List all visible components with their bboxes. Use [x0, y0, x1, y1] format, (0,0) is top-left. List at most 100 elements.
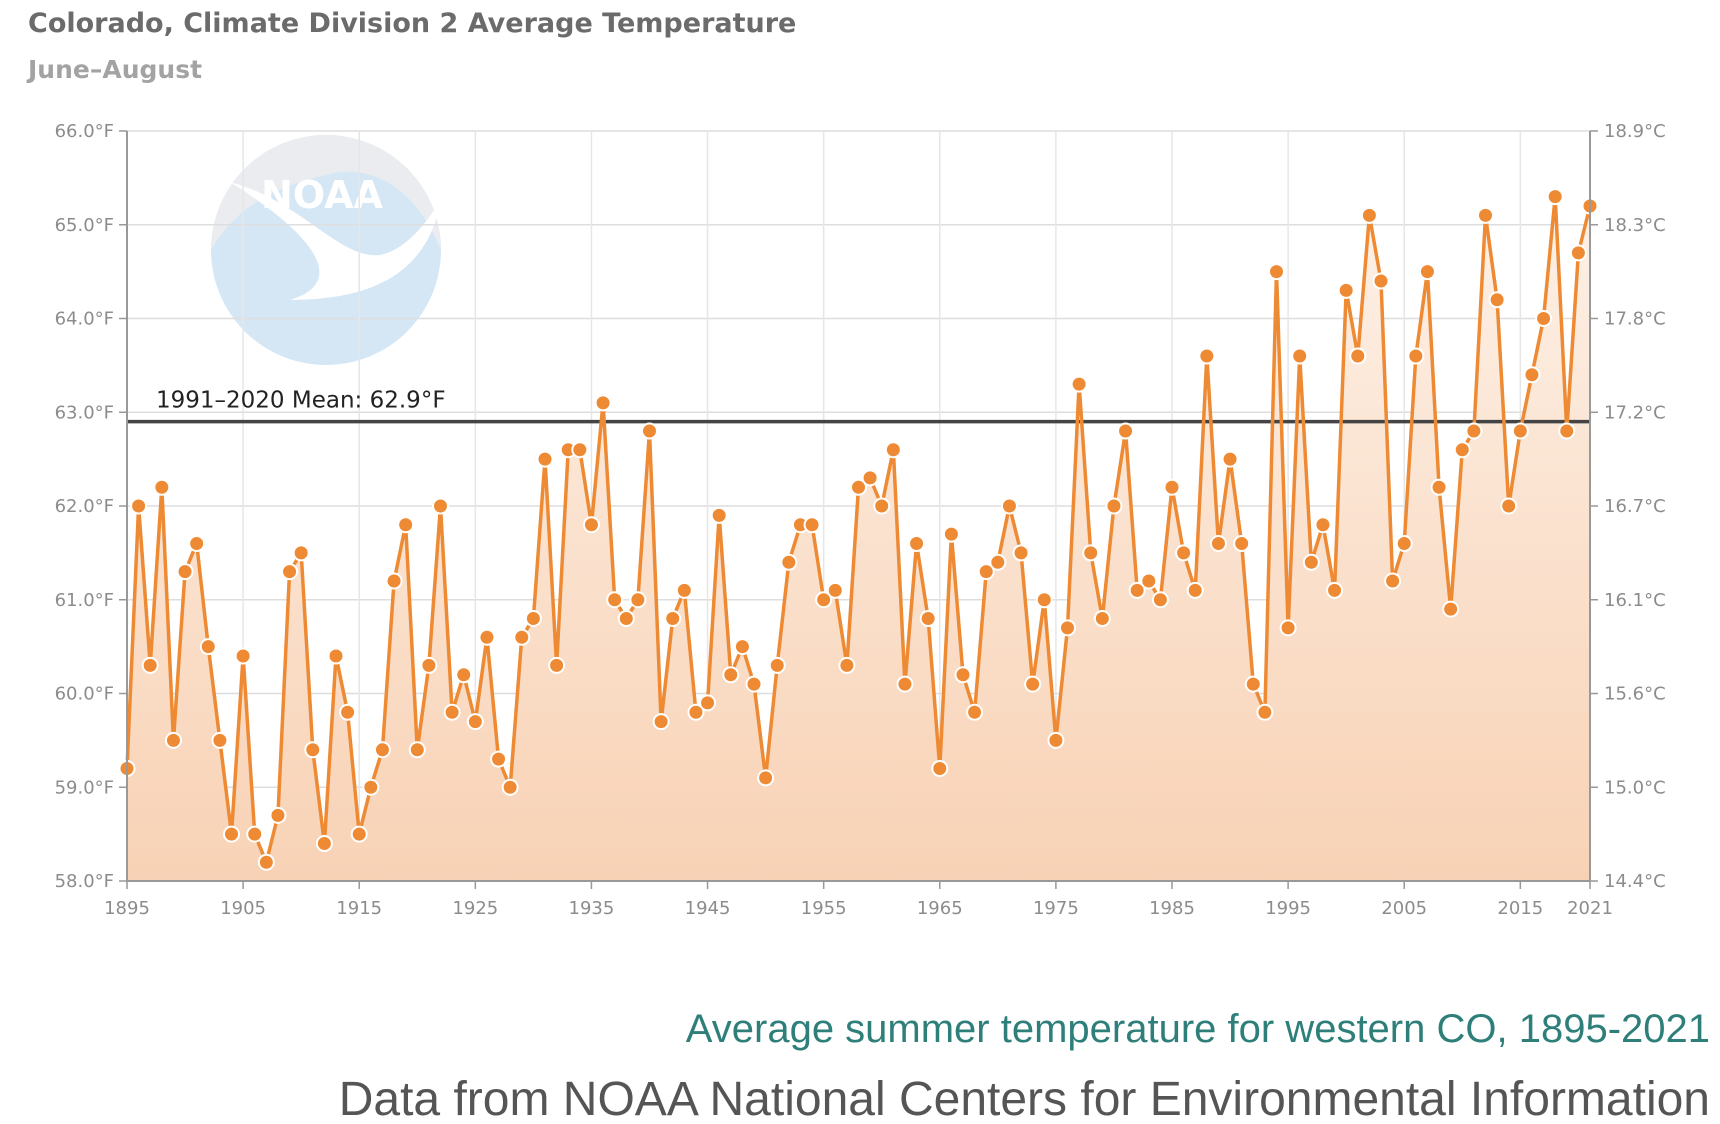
- data-point: [373, 741, 391, 759]
- data-point: [861, 469, 879, 487]
- x-tick-label: 1935: [569, 898, 615, 919]
- data-point: [1558, 422, 1576, 440]
- data-point: [850, 478, 867, 496]
- data-point: [1140, 572, 1158, 590]
- data-point: [524, 610, 542, 627]
- data-point: [350, 825, 368, 843]
- data-point: [1360, 206, 1378, 224]
- data-point: [1128, 581, 1146, 599]
- y-tick-label-left: 65.0°F: [55, 215, 114, 236]
- axes: 58.0°F 14.4°C 59.0°F 15.0°C 60.0°F 15.6°C 61.0…: [55, 121, 1666, 919]
- data-point: [641, 422, 658, 440]
- data-point: [942, 525, 960, 543]
- data-point: [1105, 497, 1123, 515]
- data-point: [1163, 478, 1181, 496]
- data-point: [1372, 272, 1390, 290]
- data-point: [1337, 281, 1355, 299]
- data-point: [141, 656, 159, 674]
- data-point: [722, 666, 740, 684]
- data-point: [420, 656, 438, 674]
- y-tick-label-right: 17.8°C: [1604, 309, 1666, 330]
- data-point: [281, 563, 299, 581]
- data-point: [815, 591, 833, 609]
- y-tick-label-right: 16.7°C: [1604, 496, 1666, 517]
- data-point: [664, 610, 682, 627]
- data-point: [617, 610, 635, 627]
- data-point: [1453, 441, 1471, 459]
- x-tick-label: 1965: [917, 898, 963, 919]
- data-point: [257, 853, 275, 871]
- x-tick-label: 1925: [452, 898, 498, 919]
- data-point: [768, 656, 786, 674]
- data-point: [513, 628, 531, 646]
- data-point: [745, 675, 763, 693]
- noaa-logo: NOAA: [211, 135, 441, 365]
- data-point: [780, 553, 798, 571]
- data-point: [548, 656, 566, 674]
- data-point: [1477, 206, 1494, 224]
- data-point: [757, 769, 775, 787]
- data-point: [1035, 591, 1053, 609]
- data-point: [989, 553, 1007, 571]
- data-point: [362, 778, 380, 796]
- data-point: [1233, 535, 1251, 552]
- data-point: [234, 647, 252, 665]
- data-point: [931, 760, 949, 777]
- data-point: [838, 656, 856, 674]
- x-tick-label: 1905: [220, 898, 266, 919]
- data-point: [1500, 497, 1518, 515]
- data-point: [919, 610, 937, 627]
- data-point: [1465, 422, 1483, 440]
- data-point: [199, 638, 217, 656]
- data-point: [629, 591, 647, 609]
- data-point: [1244, 675, 1262, 693]
- data-point: [1523, 366, 1541, 384]
- data-point: [1546, 188, 1564, 206]
- x-tick-label: 2021: [1567, 898, 1613, 919]
- data-point: [246, 825, 264, 843]
- data-point: [1511, 422, 1529, 440]
- y-tick-label-left: 64.0°F: [55, 309, 114, 330]
- data-point: [977, 563, 995, 581]
- y-tick-label-left: 66.0°F: [55, 121, 114, 142]
- data-point: [1082, 544, 1100, 562]
- data-point: [501, 778, 519, 796]
- data-point: [1256, 703, 1274, 721]
- data-point: [873, 497, 891, 515]
- y-tick-label-left: 60.0°F: [55, 684, 114, 705]
- data-point: [188, 535, 206, 552]
- data-point: [1349, 347, 1367, 365]
- data-point: [1093, 610, 1111, 627]
- data-point: [1186, 581, 1204, 599]
- data-point: [223, 825, 240, 843]
- data-point: [954, 666, 972, 684]
- x-tick-label: 1995: [1265, 898, 1311, 919]
- x-tick-label: 2015: [1497, 898, 1543, 919]
- data-point: [269, 806, 287, 824]
- data-point: [1117, 422, 1135, 440]
- data-point: [478, 628, 496, 646]
- data-point: [130, 497, 148, 515]
- noaa-logo-text: NOAA: [261, 173, 383, 217]
- data-point: [1326, 581, 1344, 599]
- data-point: [1047, 731, 1065, 749]
- data-point: [1302, 553, 1320, 571]
- y-tick-label-right: 14.4°C: [1604, 871, 1666, 892]
- data-point: [908, 535, 926, 552]
- data-point: [1198, 347, 1216, 365]
- y-tick-label-left: 58.0°F: [55, 871, 114, 892]
- data-point: [1012, 544, 1030, 562]
- data-point: [1268, 263, 1285, 281]
- data-point: [455, 666, 473, 684]
- data-point: [733, 638, 751, 656]
- data-point: [1175, 544, 1193, 562]
- y-tick-label-left: 63.0°F: [55, 402, 114, 423]
- y-tick-label-right: 15.0°C: [1604, 777, 1666, 798]
- series-points: [118, 188, 1599, 871]
- y-tick-label-right: 18.9°C: [1604, 121, 1666, 142]
- x-tick-label: 1945: [685, 898, 731, 919]
- data-point: [1221, 450, 1239, 468]
- data-point: [896, 675, 914, 693]
- data-point: [304, 741, 322, 759]
